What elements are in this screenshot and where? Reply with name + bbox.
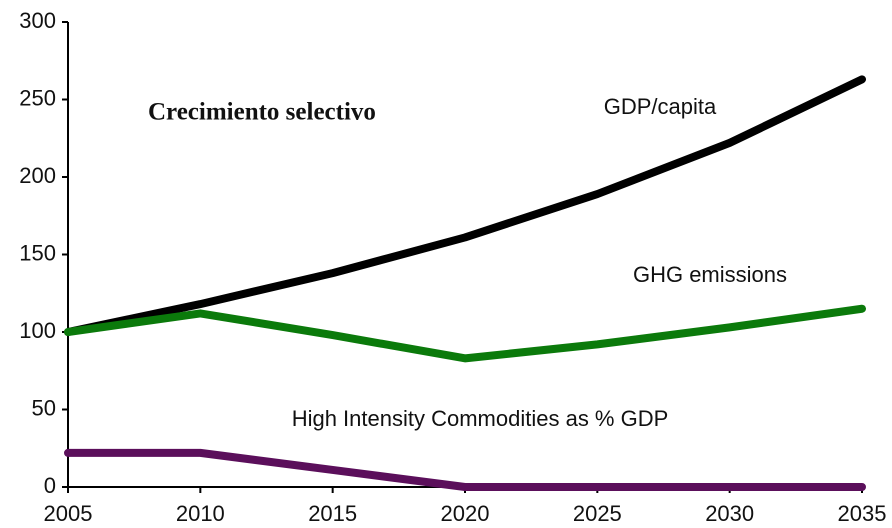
series-label: High Intensity Commodities as % GDP	[292, 406, 669, 431]
series-label: GDP/capita	[604, 94, 717, 119]
y-tick-label: 150	[19, 240, 56, 265]
y-tick-label: 200	[19, 163, 56, 188]
x-tick-label: 2030	[705, 501, 754, 526]
x-tick-label: 2025	[573, 501, 622, 526]
series-line	[64, 448, 866, 491]
chart-title: Crecimiento selectivo	[148, 99, 376, 126]
series-line	[64, 75, 866, 336]
x-tick-label: 2010	[176, 501, 225, 526]
series-line	[64, 304, 866, 363]
series-label: GHG emissions	[633, 262, 787, 287]
x-tick-label: 2015	[308, 501, 357, 526]
x-tick-label: 2020	[441, 501, 490, 526]
x-tick-label: 2005	[44, 501, 93, 526]
y-tick-label: 100	[19, 318, 56, 343]
y-tick-label: 250	[19, 85, 56, 110]
y-tick-label: 50	[32, 395, 56, 420]
y-tick-label: 300	[19, 8, 56, 33]
y-tick-label: 0	[44, 473, 56, 498]
x-tick-label: 2035	[838, 501, 887, 526]
